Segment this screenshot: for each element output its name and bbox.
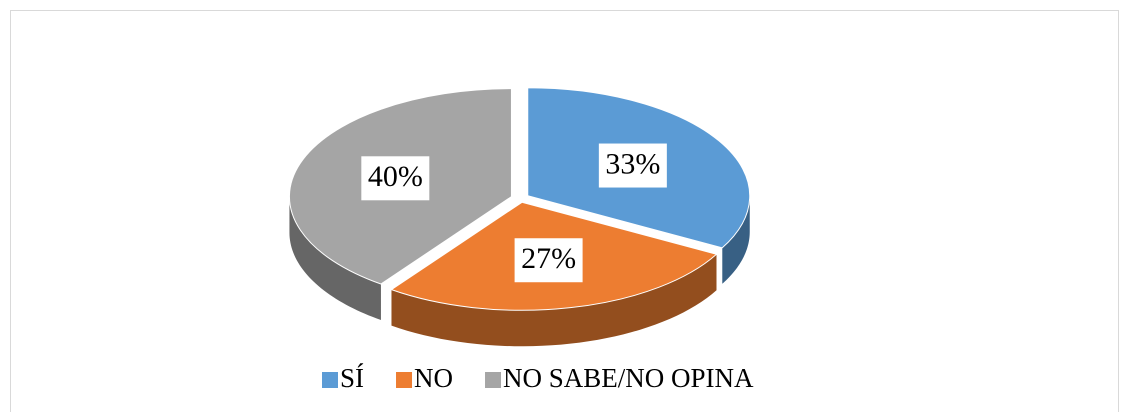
legend-swatch xyxy=(322,372,338,388)
slice-side xyxy=(391,254,717,347)
slice-side xyxy=(722,195,750,284)
data-label: 27% xyxy=(521,242,576,275)
data-label-box xyxy=(361,156,430,201)
data-label-box xyxy=(514,238,583,283)
data-label-box xyxy=(598,143,667,188)
slice-side xyxy=(289,196,381,321)
legend-label: NO xyxy=(414,363,453,393)
legend-label: SÍ xyxy=(340,363,364,393)
legend-label: NO SABE/NO OPINA xyxy=(503,363,754,393)
data-label: 33% xyxy=(605,147,660,180)
legend-swatch xyxy=(485,372,502,388)
data-label: 40% xyxy=(368,160,423,193)
legend-swatch xyxy=(396,372,413,388)
chart-frame xyxy=(10,10,1119,412)
